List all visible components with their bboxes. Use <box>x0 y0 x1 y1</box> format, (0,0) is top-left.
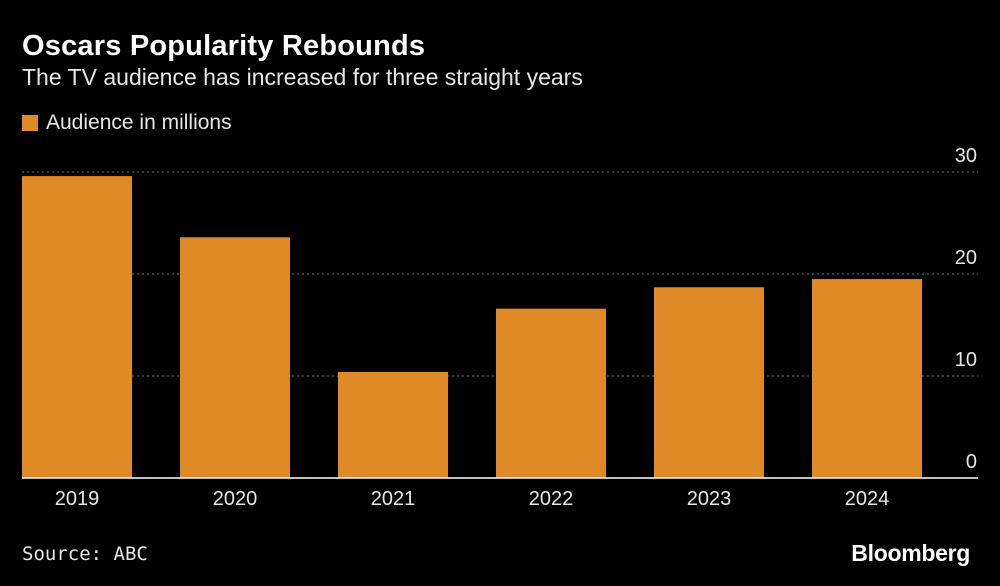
chart-title: Oscars Popularity Rebounds <box>22 30 426 62</box>
x-tick-label: 2020 <box>213 488 258 510</box>
x-tick-label: 2022 <box>529 488 574 510</box>
chart-subtitle: The TV audience has increased for three … <box>22 64 583 90</box>
bar-2021 <box>338 371 448 478</box>
legend-swatch <box>22 115 38 131</box>
x-tick-label: 2019 <box>55 488 100 510</box>
bar-2024 <box>812 279 922 478</box>
bloomberg-logo: Bloomberg <box>851 540 970 566</box>
y-tick-label: 10 <box>955 349 977 371</box>
bar-2023 <box>654 287 764 478</box>
bars <box>22 176 922 478</box>
y-tick-label: 20 <box>955 247 977 269</box>
source-note: Source: ABC <box>22 543 148 565</box>
axes: 0 10 20 30 2019 2020 2021 2022 2023 2024 <box>22 145 978 510</box>
legend-label: Audience in millions <box>46 111 232 134</box>
bar-2019 <box>22 176 132 478</box>
bar-2020 <box>180 237 290 478</box>
y-tick-label: 30 <box>955 145 977 167</box>
bar-2022 <box>496 308 606 478</box>
x-tick-label: 2024 <box>845 488 890 510</box>
x-tick-label: 2023 <box>687 488 732 510</box>
legend: Audience in millions <box>22 110 232 136</box>
y-tick-label: 0 <box>966 451 977 473</box>
x-tick-label: 2021 <box>371 488 416 510</box>
